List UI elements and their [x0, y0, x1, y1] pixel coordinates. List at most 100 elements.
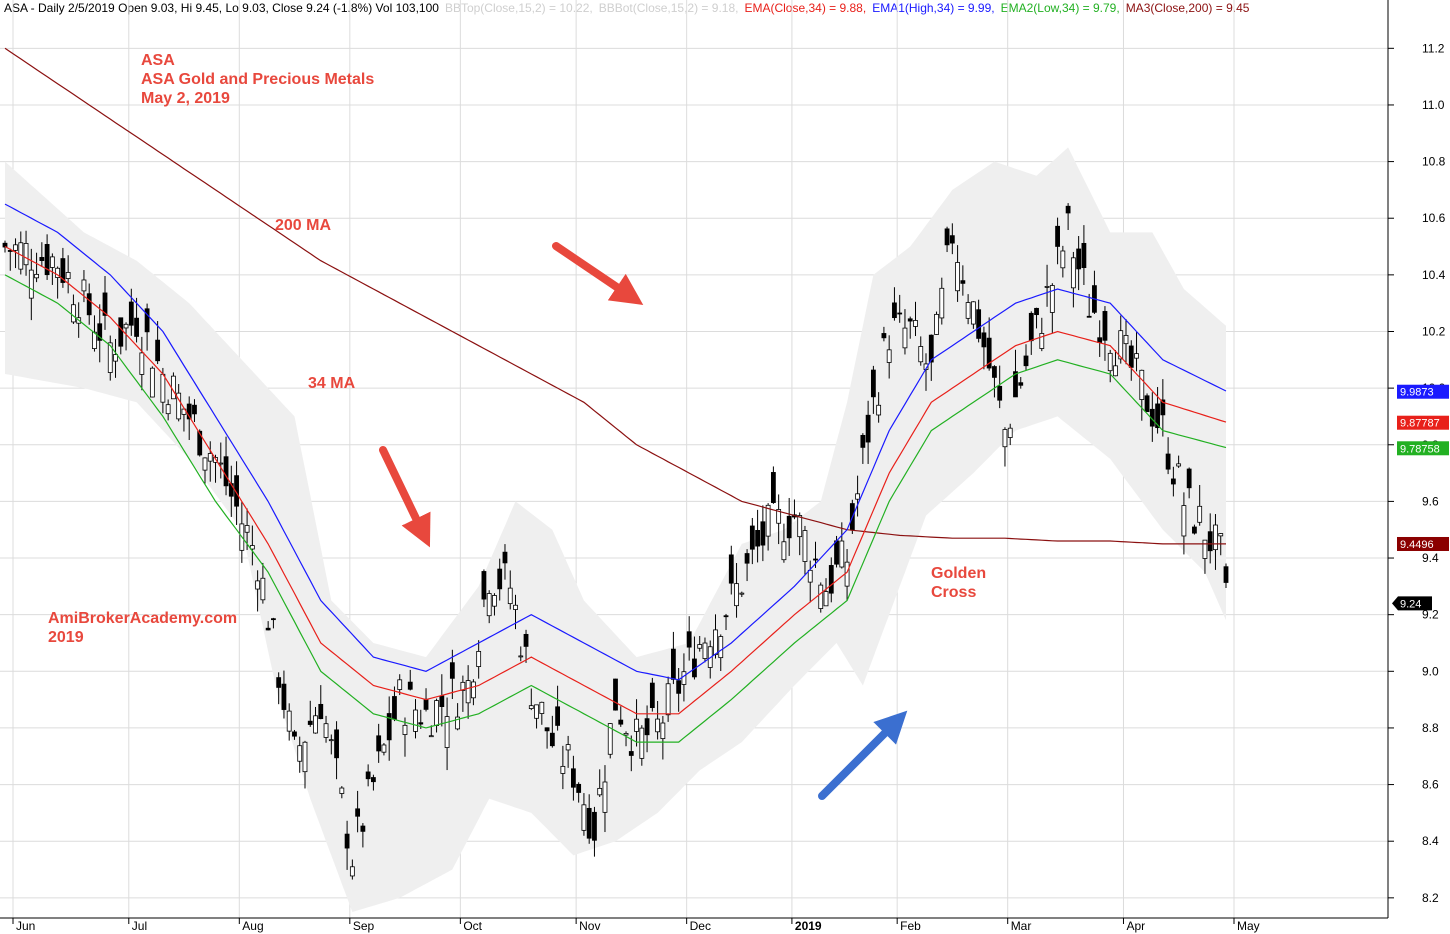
candle-body — [1065, 205, 1071, 214]
header-bbtop: BBTop(Close,15,2) = 10.22, — [444, 1, 593, 15]
value-box-label: 9.9873 — [1400, 387, 1434, 399]
y-tick-label: 9.6 — [1422, 494, 1439, 508]
candle-body — [392, 696, 397, 720]
candle-body — [734, 583, 739, 607]
candle-body — [739, 592, 745, 595]
candle-body — [913, 320, 918, 327]
candle-body — [876, 404, 882, 416]
candle-body — [686, 631, 692, 648]
candle-body — [607, 723, 613, 755]
annotation-golden: Golden — [931, 565, 987, 582]
candle-body — [1060, 250, 1066, 269]
candle-body — [776, 509, 782, 524]
candle-body — [307, 720, 313, 725]
candle-body — [28, 269, 34, 299]
candle-body — [492, 595, 497, 607]
candle-body — [149, 367, 155, 398]
candle-body — [986, 337, 992, 369]
candle-body — [1023, 355, 1029, 367]
value-box-label: 9.24 — [1400, 598, 1421, 610]
header-title: ASA - Daily 2/5/2019 Open 9.03, Hi 9.45,… — [4, 1, 439, 15]
candle-body — [476, 651, 482, 667]
candle-body — [1070, 257, 1076, 289]
candle-body — [786, 515, 792, 539]
candle-body — [244, 525, 250, 533]
candle-body — [281, 683, 287, 710]
candle-body — [1086, 315, 1092, 318]
candle-body — [655, 718, 661, 733]
candle-body — [449, 662, 455, 679]
candle-body — [597, 787, 603, 796]
candle-body — [897, 312, 903, 315]
x-tick-label: Oct — [463, 919, 482, 933]
candle-body — [139, 352, 145, 375]
candle-body — [1207, 531, 1213, 552]
header-ema2: EMA2(Low,34) = 9.79, — [1000, 1, 1120, 15]
bollinger-band — [5, 147, 1226, 912]
candle-body — [544, 727, 550, 732]
candle-body — [223, 456, 229, 487]
annotation-34ma: 34 MA — [308, 375, 356, 392]
value-box: 9.9873 — [1397, 384, 1449, 399]
x-tick-label: Apr — [1126, 919, 1145, 933]
header-ema1: EMA1(High,34) = 9.99, — [872, 1, 995, 15]
candle-body — [1044, 286, 1050, 288]
y-tick-label: 9.4 — [1422, 551, 1439, 565]
candle-body — [697, 644, 703, 649]
candle-body — [423, 698, 429, 710]
candle-body — [728, 554, 734, 584]
y-tick-label: 8.4 — [1422, 834, 1439, 848]
candle-body — [1197, 505, 1203, 523]
candle-body — [870, 369, 876, 398]
candle-body — [549, 732, 555, 747]
candle-body — [523, 633, 529, 647]
candle-body — [1076, 248, 1082, 270]
candle-body — [186, 403, 192, 420]
candle-body — [1202, 539, 1208, 559]
candle-body — [234, 475, 239, 507]
indicator-lines — [4, 47, 1227, 743]
candle-body — [502, 551, 508, 564]
candle-body — [113, 354, 118, 362]
candle-body — [939, 287, 945, 319]
candle-body — [770, 472, 776, 503]
y-tick-label: 8.6 — [1422, 778, 1439, 792]
candle-body — [818, 584, 824, 609]
x-tick-label: May — [1237, 919, 1260, 933]
candle-body — [349, 866, 355, 877]
candle-body — [623, 733, 629, 736]
annotation-golden-cross: Golden Cross — [931, 564, 986, 602]
candle-body — [555, 706, 561, 726]
candle-body — [49, 256, 55, 268]
candle-body — [381, 744, 387, 753]
arrows — [379, 242, 908, 800]
candle-body — [755, 530, 760, 547]
candle-body — [1160, 399, 1166, 416]
candle-body — [797, 515, 803, 538]
candle-body — [13, 244, 18, 251]
candle-body — [934, 313, 939, 335]
candle-body — [1081, 242, 1087, 269]
candle-body — [1123, 334, 1129, 345]
candlesticks — [2, 203, 1229, 880]
candle-body — [592, 811, 597, 841]
candle-body — [992, 366, 997, 378]
annotation-200ma: 200 MA — [275, 217, 332, 234]
candle-body — [65, 272, 71, 279]
candle-body — [1107, 352, 1113, 372]
candle-body — [328, 739, 334, 742]
arrow-blue — [818, 710, 908, 800]
candle-body — [434, 700, 439, 726]
candle-body — [1055, 225, 1060, 247]
candle-body — [165, 404, 171, 415]
candle-body — [965, 302, 971, 319]
candle-body — [1223, 566, 1229, 583]
y-tick-label: 10.6 — [1422, 211, 1446, 225]
grid-lines — [0, 0, 1388, 918]
y-tick-label: 10.2 — [1422, 324, 1446, 338]
candle-body — [1181, 505, 1187, 537]
annotation-site-year: 2019 — [48, 629, 84, 646]
candle-body — [1034, 307, 1039, 316]
candle-body — [323, 723, 329, 738]
